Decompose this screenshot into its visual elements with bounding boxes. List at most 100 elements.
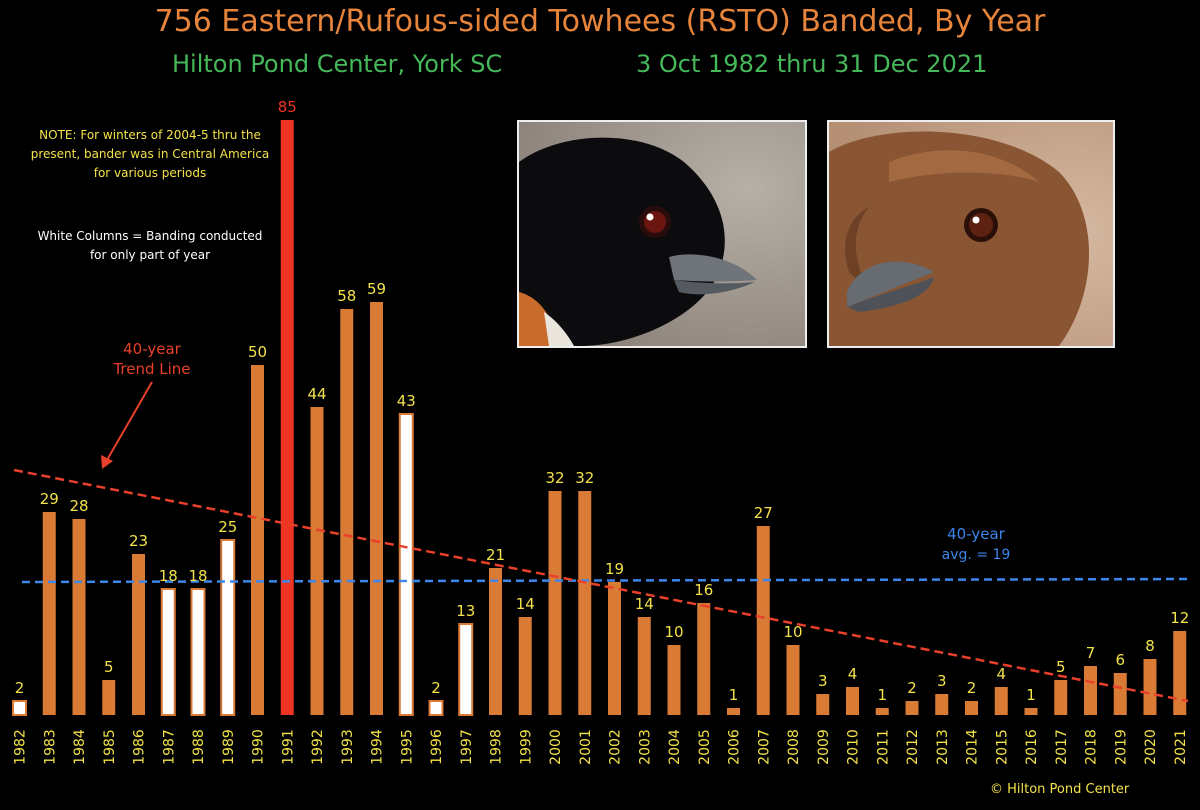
year-label-1990: 1990 (251, 729, 267, 765)
trend-label-line2: Trend Line (112, 360, 190, 378)
value-label-2010: 4 (848, 665, 858, 683)
bar-1993 (340, 309, 354, 715)
year-label-2020: 2020 (1143, 729, 1159, 765)
year-label-2021: 2021 (1173, 729, 1189, 765)
bar-1983 (42, 512, 56, 715)
value-label-1984: 28 (69, 497, 88, 515)
value-label-2000: 32 (545, 469, 564, 487)
bar-2019 (1113, 673, 1127, 715)
year-label-2011: 2011 (875, 729, 891, 765)
year-label-1996: 1996 (429, 729, 445, 765)
year-label-2003: 2003 (637, 729, 653, 765)
bar-2014 (965, 701, 978, 715)
year-label-1997: 1997 (459, 729, 475, 765)
bar-2011 (875, 708, 889, 715)
bar-2001 (578, 491, 592, 715)
year-label-2001: 2001 (578, 729, 594, 765)
year-label-2006: 2006 (727, 729, 743, 765)
year-label-1986: 1986 (132, 729, 148, 765)
year-label-2007: 2007 (756, 729, 772, 765)
bar-1999 (518, 617, 532, 715)
bar-1986 (132, 554, 145, 715)
female-towhee-head-icon (829, 122, 1113, 346)
year-label-2000: 2000 (548, 729, 564, 765)
year-label-2010: 2010 (846, 729, 862, 765)
bar-2015 (994, 687, 1008, 715)
year-label-2017: 2017 (1054, 729, 1070, 765)
year-label-1998: 1998 (489, 729, 505, 765)
bar-1988 (190, 588, 206, 716)
value-label-1996: 2 (431, 679, 441, 697)
value-label-2013: 3 (937, 672, 947, 690)
bar-1992 (310, 407, 324, 715)
trend-arrow-head (101, 455, 113, 469)
bar-2002 (608, 582, 621, 715)
bars-group (12, 120, 1187, 716)
year-label-2016: 2016 (1024, 729, 1040, 765)
value-label-1992: 44 (307, 385, 326, 403)
trend-arrow-shaft (106, 381, 153, 461)
bar-1982 (12, 700, 27, 716)
value-label-2007: 27 (754, 504, 773, 522)
bar-1985 (102, 680, 116, 715)
avg-label-line2: avg. = 19 (942, 547, 1011, 563)
avg-label-line1: 40-year (947, 525, 1006, 543)
chart-title: 756 Eastern/Rufous-sided Towhees (RSTO) … (154, 4, 1046, 39)
year-label-2018: 2018 (1084, 729, 1100, 765)
year-label-2014: 2014 (965, 729, 981, 765)
year-label-1984: 1984 (72, 729, 88, 765)
value-label-2004: 10 (664, 623, 683, 641)
bar-2004 (667, 645, 681, 715)
year-label-2004: 2004 (667, 729, 683, 765)
year-labels-group: 1982 1983 1984 1985 1986 1987 1988 1989 1990 1991… (13, 729, 1189, 765)
value-label-1990: 50 (248, 343, 267, 361)
value-label-2001: 32 (575, 469, 594, 487)
bar-1990 (251, 365, 264, 715)
value-label-1989: 25 (218, 518, 237, 536)
male-towhee-photo (517, 120, 807, 348)
bar-1998 (489, 568, 502, 715)
year-label-1992: 1992 (310, 729, 326, 765)
year-label-1994: 1994 (370, 729, 386, 765)
value-label-1997: 13 (456, 602, 475, 620)
copyright-credit: © Hilton Pond Center (990, 782, 1130, 797)
year-label-1991: 1991 (280, 729, 296, 765)
year-label-2012: 2012 (905, 729, 921, 765)
bar-2007 (756, 526, 770, 715)
chart-subtitle-dates: 3 Oct 1982 thru 31 Dec 2021 (636, 50, 988, 78)
bar-2017 (1054, 680, 1068, 715)
value-label-2002: 19 (605, 560, 624, 578)
trend-label-line1: 40-year (123, 340, 182, 358)
year-label-1988: 1988 (191, 729, 207, 765)
value-label-1986: 23 (129, 532, 148, 550)
year-label-1982: 1982 (13, 729, 29, 765)
bar-2016 (1024, 708, 1038, 715)
legend-note-text: White Columns = Banding conducted for on… (37, 229, 263, 262)
bar-2021 (1173, 631, 1187, 715)
value-label-1994: 59 (367, 280, 386, 298)
value-label-1985: 5 (104, 658, 114, 676)
bar-2008 (786, 645, 800, 715)
year-label-1985: 1985 (102, 729, 118, 765)
value-label-1999: 14 (516, 595, 535, 613)
bar-1991 (280, 120, 294, 715)
bar-2012 (905, 701, 919, 715)
value-label-2014: 2 (967, 679, 977, 697)
value-label-1987: 18 (159, 567, 178, 585)
year-label-2009: 2009 (816, 729, 832, 765)
bar-2000 (548, 491, 562, 715)
bar-1994 (370, 302, 383, 715)
bar-2006 (727, 708, 740, 715)
value-label-1983: 29 (40, 490, 59, 508)
bar-2009 (816, 694, 830, 715)
value-label-1993: 58 (337, 287, 356, 305)
value-label-2006: 1 (729, 686, 739, 704)
bar-2010 (846, 687, 859, 715)
female-towhee-photo (827, 120, 1115, 348)
value-label-2016: 1 (1026, 686, 1036, 704)
bar-1997 (458, 623, 474, 716)
bar-1984 (72, 519, 86, 715)
value-label-2005: 16 (694, 581, 713, 599)
year-label-2005: 2005 (697, 729, 713, 765)
value-label-2012: 2 (907, 679, 917, 697)
